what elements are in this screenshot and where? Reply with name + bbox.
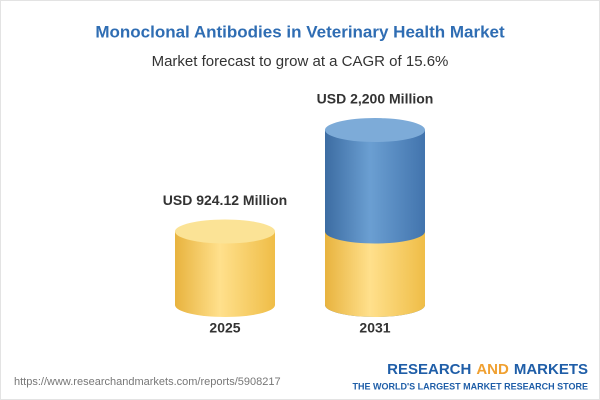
cylinder-base-segment	[325, 231, 425, 317]
cylinder-body	[175, 231, 275, 317]
value-label: USD 924.12 Million	[163, 192, 287, 208]
value-label: USD 2,200 Million	[317, 91, 434, 107]
brand-word: AND	[476, 361, 509, 378]
brand-tagline: THE WORLD'S LARGEST MARKET RESEARCH STOR…	[353, 381, 588, 391]
chart-subtitle: Market forecast to grow at a CAGR of 15.…	[152, 53, 449, 70]
brand-logo: RESEARCH AND MARKETS	[387, 361, 588, 378]
category-label: 2031	[359, 320, 390, 336]
category-label: 2025	[209, 320, 240, 336]
chart-title: Monoclonal Antibodies in Veterinary Heal…	[95, 22, 505, 41]
cylinder-top	[325, 118, 425, 142]
source-url: https://www.researchandmarkets.com/repor…	[14, 376, 281, 388]
cylinder-top	[175, 219, 275, 244]
brand-word: MARKETS	[514, 361, 588, 378]
brand-word: RESEARCH	[387, 361, 471, 378]
